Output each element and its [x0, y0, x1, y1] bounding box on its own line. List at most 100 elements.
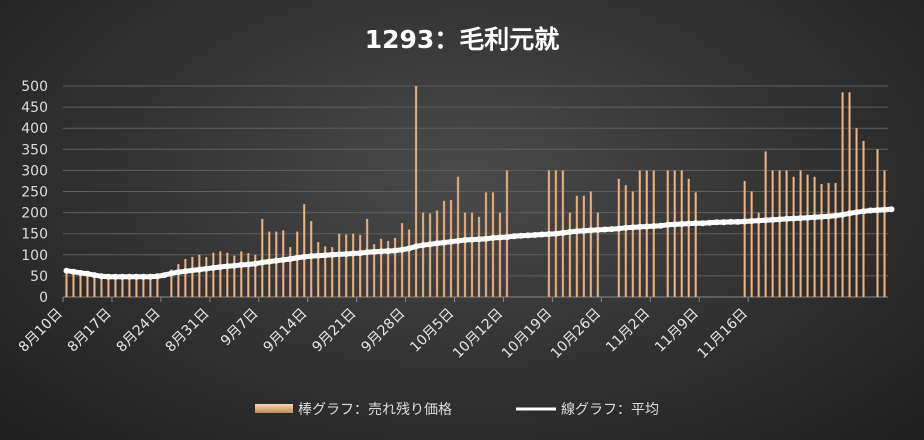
line-point	[797, 215, 804, 222]
bar	[121, 276, 124, 297]
line-point	[280, 256, 287, 263]
line-point	[818, 213, 825, 220]
line-point	[622, 224, 629, 231]
bar	[156, 273, 159, 297]
bar	[757, 212, 760, 297]
bar	[589, 191, 593, 297]
bar	[128, 276, 131, 297]
bar	[191, 256, 194, 297]
x-tick-label: 10月12日	[450, 306, 506, 362]
bar	[93, 276, 96, 297]
bar	[484, 192, 488, 297]
line-point	[336, 251, 343, 258]
bar	[491, 192, 495, 297]
line-point	[217, 264, 224, 270]
bar	[351, 233, 355, 297]
bar	[785, 170, 788, 297]
bar	[428, 213, 432, 297]
line-point	[70, 268, 77, 275]
bar	[631, 191, 635, 297]
bar	[750, 191, 753, 297]
x-tick-label: 10月26日	[548, 305, 604, 361]
line-point	[874, 207, 881, 214]
line-point	[406, 245, 413, 252]
bar	[414, 86, 418, 297]
bar	[337, 233, 341, 297]
bar	[827, 183, 830, 297]
bar	[386, 240, 390, 297]
line-point	[727, 218, 734, 225]
line-series	[63, 206, 895, 280]
line-point	[825, 213, 832, 220]
bar	[743, 180, 746, 297]
bar	[135, 276, 138, 297]
line-point	[538, 231, 545, 238]
x-tick-label: 11月9日	[652, 305, 702, 355]
bar	[393, 237, 397, 297]
line-point	[105, 273, 112, 280]
bar	[876, 149, 879, 297]
chart-title: 1293：毛利元就	[365, 25, 560, 54]
line-point	[776, 216, 783, 223]
line-point	[427, 241, 434, 248]
y-tick-label: 300	[21, 163, 48, 179]
line-point	[308, 253, 315, 260]
bar	[666, 170, 669, 297]
line-point	[888, 206, 895, 213]
x-tick-label: 8月31日	[163, 305, 213, 355]
legend-item-bar: 棒グラフ：売れ残り価格	[255, 402, 452, 418]
line-point	[769, 216, 776, 223]
bar	[617, 178, 621, 297]
bar	[848, 92, 851, 297]
legend-bar-label: 棒グラフ：売れ残り価格	[298, 402, 452, 418]
line-point	[315, 252, 322, 259]
bar	[212, 252, 215, 297]
line-point	[182, 268, 189, 275]
x-tick-label: 8月24日	[114, 306, 164, 356]
line-point	[266, 258, 273, 265]
line-point	[573, 228, 580, 235]
bar	[652, 170, 655, 297]
line-point	[881, 206, 888, 213]
bar	[149, 276, 152, 297]
line-point	[490, 234, 496, 241]
line-point	[671, 221, 678, 228]
bar	[568, 212, 572, 297]
bar	[694, 192, 697, 297]
bar	[477, 216, 481, 297]
line-point	[147, 273, 154, 280]
line-point	[371, 248, 378, 255]
line-point	[601, 226, 608, 233]
line-point	[860, 208, 867, 215]
bar	[680, 170, 683, 297]
grid-layer	[63, 85, 888, 298]
bar	[806, 174, 809, 297]
line-point	[203, 265, 210, 272]
bar	[883, 170, 886, 297]
line-point	[741, 218, 748, 225]
bar	[799, 170, 802, 297]
line-point	[720, 219, 727, 226]
bar	[177, 264, 180, 297]
x-tick-label: 10月19日	[499, 306, 555, 362]
line-point	[287, 256, 294, 262]
y-tick-label: 450	[21, 100, 48, 116]
bar	[841, 92, 844, 297]
bar	[505, 170, 509, 297]
line-point	[853, 209, 860, 216]
line-point	[867, 207, 874, 214]
line-point	[126, 273, 133, 280]
bar	[247, 253, 250, 297]
bar	[198, 254, 201, 297]
bar	[624, 185, 628, 297]
line-point	[650, 223, 657, 230]
bar	[820, 183, 823, 297]
line-point	[301, 253, 308, 260]
line-point	[161, 272, 168, 279]
line-point	[399, 246, 406, 253]
line-point	[420, 242, 427, 249]
bar	[344, 234, 348, 297]
x-tick-label: 8月10日	[16, 306, 66, 356]
line-point	[441, 239, 447, 246]
